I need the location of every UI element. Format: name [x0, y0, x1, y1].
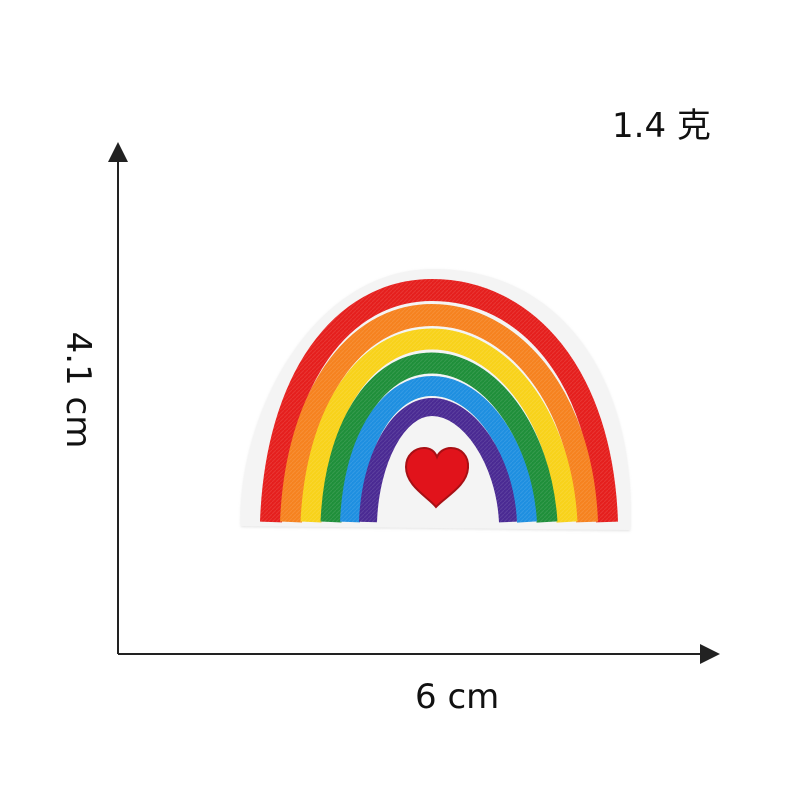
- height-dimension-label: 4.1 cm: [58, 331, 98, 449]
- heart-icon: [404, 446, 470, 509]
- weight-label: 1.4 克: [612, 106, 711, 146]
- width-dimension-label: 6 cm: [415, 677, 500, 717]
- rainbow-stitch-texture: [260, 279, 618, 522]
- rainbow-patch-image: [240, 268, 631, 530]
